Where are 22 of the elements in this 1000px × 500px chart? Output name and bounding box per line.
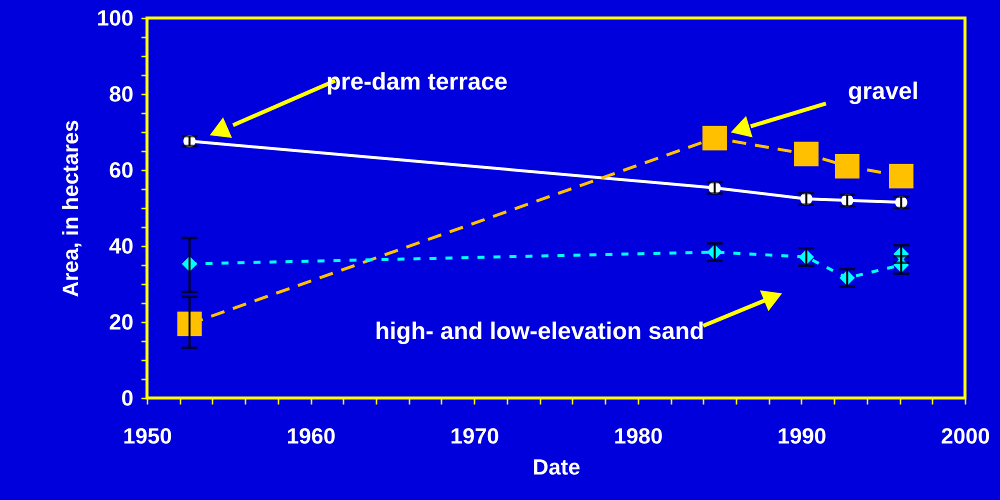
annotation: high- and low-elevation sand [374, 318, 704, 345]
x-tick-label: 2000 [941, 424, 990, 448]
y-tick-label: 80 [109, 82, 134, 106]
x-tick-label: 1950 [123, 424, 172, 448]
x-tick-label: 1960 [286, 424, 336, 448]
y-axis-title: Area, in hectares [58, 120, 83, 298]
point [794, 142, 819, 166]
y-tick-label: 40 [109, 234, 134, 258]
y-tick-label: 20 [109, 310, 134, 334]
x-tick-label: 1990 [777, 424, 826, 448]
point [702, 126, 727, 150]
y-tick-label: 100 [96, 6, 134, 30]
x-tick-label: 1980 [614, 424, 663, 448]
point [177, 312, 202, 336]
point [888, 164, 914, 188]
point [834, 154, 860, 178]
annotation: pre-dam terrace [326, 68, 508, 96]
x-axis-title: Date [532, 454, 580, 480]
annotation: gravel [848, 78, 919, 106]
y-tick-label: 0 [121, 386, 134, 410]
x-tick-label: 1970 [450, 424, 500, 448]
y-tick-label: 60 [109, 158, 134, 182]
